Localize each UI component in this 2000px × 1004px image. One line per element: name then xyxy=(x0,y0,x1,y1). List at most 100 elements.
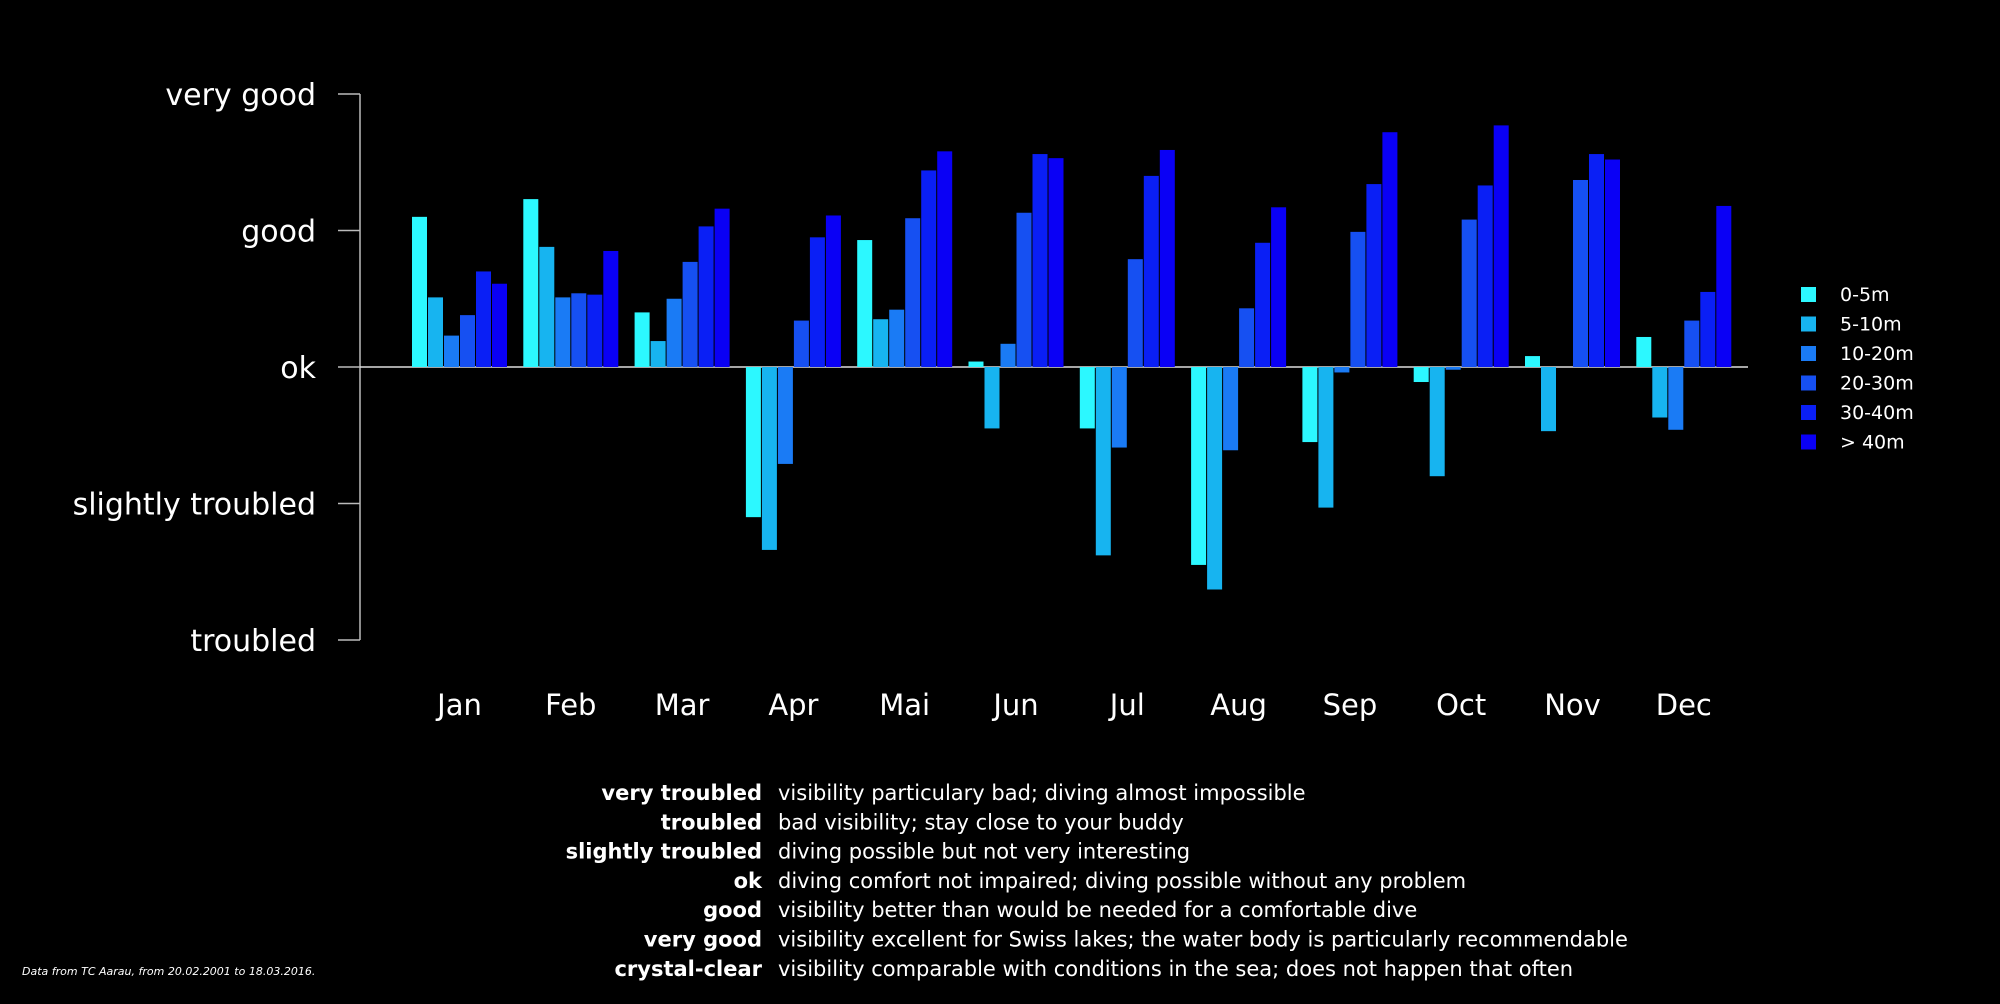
bar xyxy=(1239,308,1255,367)
bar xyxy=(857,240,873,367)
bar xyxy=(1700,291,1716,367)
bar xyxy=(492,283,507,367)
x-tick-label: Nov xyxy=(1544,688,1601,722)
bar xyxy=(1684,320,1700,367)
x-tick-label: Aug xyxy=(1210,688,1267,722)
legend-label: 10-20m xyxy=(1840,343,1914,365)
bar xyxy=(761,367,777,550)
legend-label: > 40m xyxy=(1840,432,1905,454)
bar xyxy=(1366,184,1382,367)
bar xyxy=(1573,179,1588,367)
x-tick-label: Oct xyxy=(1436,688,1486,722)
bar xyxy=(1334,367,1350,373)
bar xyxy=(444,335,459,367)
bar xyxy=(1143,175,1159,367)
bar xyxy=(460,315,475,367)
bar xyxy=(634,312,650,367)
bar xyxy=(1477,185,1493,367)
glossary-desc: diving possible but not very interesting xyxy=(778,840,1190,864)
bar xyxy=(921,170,937,367)
bar xyxy=(1429,367,1445,477)
bar xyxy=(905,218,921,367)
legend-swatch xyxy=(1801,346,1816,361)
x-tick-label: Jul xyxy=(1108,688,1145,722)
x-tick-label: Jun xyxy=(991,688,1038,722)
bar xyxy=(428,297,443,367)
glossary-term: crystal-clear xyxy=(614,957,762,981)
bar xyxy=(1493,125,1509,368)
glossary-desc: visibility comparable with conditions in… xyxy=(778,957,1573,981)
bar xyxy=(1159,149,1175,367)
legend-swatch xyxy=(1801,375,1816,391)
glossary-term: ok xyxy=(734,869,763,893)
bar xyxy=(937,151,953,367)
bars xyxy=(412,125,1732,590)
bar xyxy=(1668,367,1684,430)
bar xyxy=(698,226,714,367)
bar xyxy=(412,216,427,367)
x-tick-label: Dec xyxy=(1656,688,1712,722)
bar xyxy=(1652,367,1668,418)
legend-label: 0-5m xyxy=(1840,284,1890,306)
bar xyxy=(1716,205,1732,367)
glossary-desc: visibility particulary bad; diving almos… xyxy=(778,781,1306,805)
bar xyxy=(777,367,793,464)
glossary-term: very troubled xyxy=(601,781,762,805)
bar xyxy=(1525,356,1540,367)
bar xyxy=(1636,336,1652,367)
bar xyxy=(793,320,809,367)
bar xyxy=(1461,219,1477,367)
bar xyxy=(873,319,889,367)
bar xyxy=(539,246,555,367)
y-tick-label: very good xyxy=(165,78,316,113)
bar xyxy=(1207,367,1223,590)
bar xyxy=(809,237,825,367)
bar xyxy=(1318,367,1334,508)
bar xyxy=(666,298,682,367)
bar xyxy=(1095,367,1111,556)
bar xyxy=(603,250,619,367)
bar xyxy=(1048,158,1064,367)
bar xyxy=(1413,367,1429,383)
bar xyxy=(476,271,491,367)
x-tick-label: Feb xyxy=(545,688,596,722)
bar xyxy=(1255,242,1271,367)
bar xyxy=(745,367,761,518)
bar xyxy=(1016,212,1032,367)
bar xyxy=(1079,367,1095,429)
bar xyxy=(523,199,539,367)
bar xyxy=(825,215,841,367)
axes: troubled slightly troubled ok good very good… xyxy=(73,78,1748,722)
bar xyxy=(1223,367,1239,451)
legend-label: 20-30m xyxy=(1840,373,1914,395)
glossary-term: very good xyxy=(644,928,762,952)
x-tick-label: Mai xyxy=(879,688,930,722)
bar xyxy=(682,261,698,367)
x-tick-label: Jan xyxy=(435,688,482,722)
y-tick-label: troubled xyxy=(190,624,316,659)
glossary-desc: visibility better than would be needed f… xyxy=(778,898,1417,922)
bar xyxy=(1350,231,1366,367)
bar xyxy=(984,367,1000,429)
y-tick-label: ok xyxy=(280,351,316,386)
y-tick-label: good xyxy=(241,215,316,250)
glossary-desc: diving comfort not impaired; diving poss… xyxy=(778,869,1466,893)
x-tick-label: Mar xyxy=(655,688,710,722)
bar xyxy=(1271,207,1287,367)
legend-swatch xyxy=(1801,434,1816,450)
footnote: Data from TC Aarau, from 20.02.2001 to 1… xyxy=(22,965,315,978)
bar xyxy=(1127,259,1143,367)
glossary-desc: bad visibility; stay close to your buddy xyxy=(778,810,1184,834)
x-tick-label: Sep xyxy=(1323,688,1378,722)
glossary: very troubled visibility particulary bad;… xyxy=(566,781,1628,981)
glossary-term: slightly troubled xyxy=(566,840,762,864)
legend-swatch xyxy=(1801,316,1816,332)
legend-label: 30-40m xyxy=(1840,402,1914,424)
bar xyxy=(1445,367,1461,370)
glossary-term: troubled xyxy=(661,810,762,834)
bar xyxy=(1382,132,1398,367)
bar xyxy=(571,293,587,367)
bar xyxy=(1302,367,1318,443)
x-tick-label: Apr xyxy=(768,688,818,722)
